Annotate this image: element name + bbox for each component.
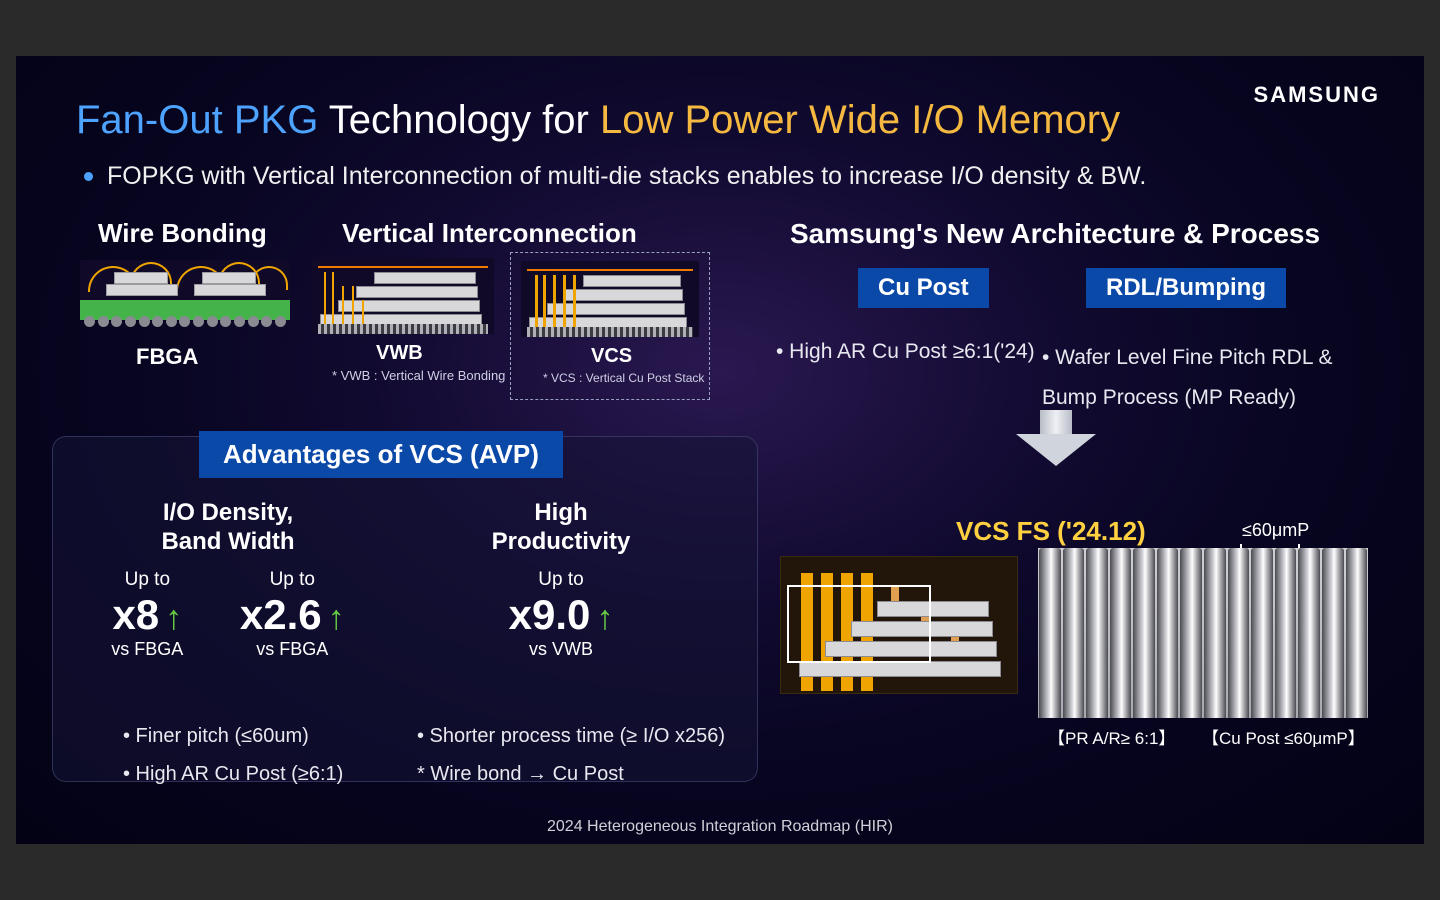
micro-label-ar: 【PR A/R≥ 6:1】 — [1048, 724, 1175, 749]
vcsfs-pitch-label: ≤60μmP — [1242, 520, 1309, 541]
metric-x90: Up to x9.0↑ vs VWB — [509, 569, 614, 660]
vwb-note: * VWB : Vertical Wire Bonding — [332, 368, 505, 383]
up-arrow-icon: ↑ — [596, 599, 613, 638]
adv-prod-header: High Productivity — [401, 499, 721, 557]
bullet-icon — [84, 172, 93, 181]
advantages-header: Advantages of VCS (AVP) — [199, 431, 563, 478]
metric-x8: Up to x8↑ vs FBGA — [111, 569, 183, 660]
metric-upto: Up to — [111, 569, 183, 591]
metric-vs: vs VWB — [509, 639, 614, 660]
title-seg2: Technology for — [318, 98, 600, 142]
arch-rdl-line: • Wafer Level Fine Pitch RDL & Bump Proc… — [1042, 338, 1382, 418]
up-arrow-icon: ↑ — [328, 599, 345, 638]
metric-value: x9.0 — [509, 591, 591, 638]
slide: SAMSUNG Fan-Out PKG Technology for Low P… — [16, 56, 1424, 844]
metric-vs: vs FBGA — [111, 639, 183, 660]
metric-x26: Up to x2.6↑ vs FBGA — [240, 569, 345, 660]
advantages-col-io: I/O Density, Band Width Up to x8↑ vs FBG… — [83, 499, 373, 660]
metric-vs: vs FBGA — [240, 639, 345, 660]
metric-upto: Up to — [509, 569, 614, 591]
vcs-note: * VCS : Vertical Cu Post Stack — [543, 371, 704, 385]
metric-value: x8 — [112, 591, 159, 638]
adv-bullets-right: • Shorter process time (≥ I/O x256) * Wi… — [417, 717, 725, 793]
title-seg3: Low Power Wide I/O Memory — [600, 98, 1120, 142]
up-arrow-icon: ↑ — [165, 599, 182, 638]
metric-value: x2.6 — [240, 591, 322, 638]
adv-bullets-left: • Finer pitch (≤60um) • High AR Cu Post … — [123, 717, 343, 793]
samsung-logo: SAMSUNG — [1254, 82, 1380, 108]
down-arrow-icon — [1016, 410, 1096, 470]
fbga-diagram — [80, 260, 290, 320]
vcsfs-title: VCS FS ('24.12) — [956, 516, 1146, 547]
slide-title: Fan-Out PKG Technology for Low Power Wid… — [76, 98, 1120, 143]
metric-upto: Up to — [240, 569, 345, 591]
arch-cu-line: • High AR Cu Post ≥6:1('24) — [776, 340, 1035, 364]
section-vertical-interconnection: Vertical Interconnection — [342, 218, 637, 249]
adv-bullet: • High AR Cu Post (≥6:1) — [123, 755, 343, 793]
vcs-label: VCS — [591, 345, 632, 368]
subtitle-text: FOPKG with Vertical Interconnection of m… — [107, 162, 1146, 191]
adv-bullet: • Finer pitch (≤60um) — [123, 717, 343, 755]
title-seg1: Fan-Out PKG — [76, 98, 318, 142]
badge-rdl-bumping: RDL/Bumping — [1086, 268, 1286, 308]
adv-bullet: • Shorter process time (≥ I/O x256) — [417, 717, 725, 755]
subtitle: FOPKG with Vertical Interconnection of m… — [84, 162, 1146, 191]
fbga-label: FBGA — [136, 344, 198, 370]
micro-label-pitch: 【Cu Post ≤60μmP】 — [1202, 724, 1365, 749]
adv-io-header: I/O Density, Band Width — [83, 499, 373, 557]
micro-image — [1038, 548, 1368, 718]
vwb-label: VWB — [376, 342, 423, 365]
vwb-diagram — [312, 258, 494, 334]
advantages-panel: Advantages of VCS (AVP) I/O Density, Ban… — [52, 436, 758, 782]
vcsfs-diagram — [780, 556, 1018, 694]
adv-bullet: * Wire bond → Cu Post — [417, 755, 725, 793]
badge-cu-post: Cu Post — [858, 268, 989, 308]
vcs-diagram: VCS * VCS : Vertical Cu Post Stack — [510, 252, 710, 400]
footer-text: 2024 Heterogeneous Integration Roadmap (… — [16, 818, 1424, 836]
section-architecture: Samsung's New Architecture & Process — [790, 218, 1320, 250]
advantages-col-productivity: High Productivity Up to x9.0↑ vs VWB — [401, 499, 721, 660]
section-wire-bonding: Wire Bonding — [98, 218, 267, 249]
